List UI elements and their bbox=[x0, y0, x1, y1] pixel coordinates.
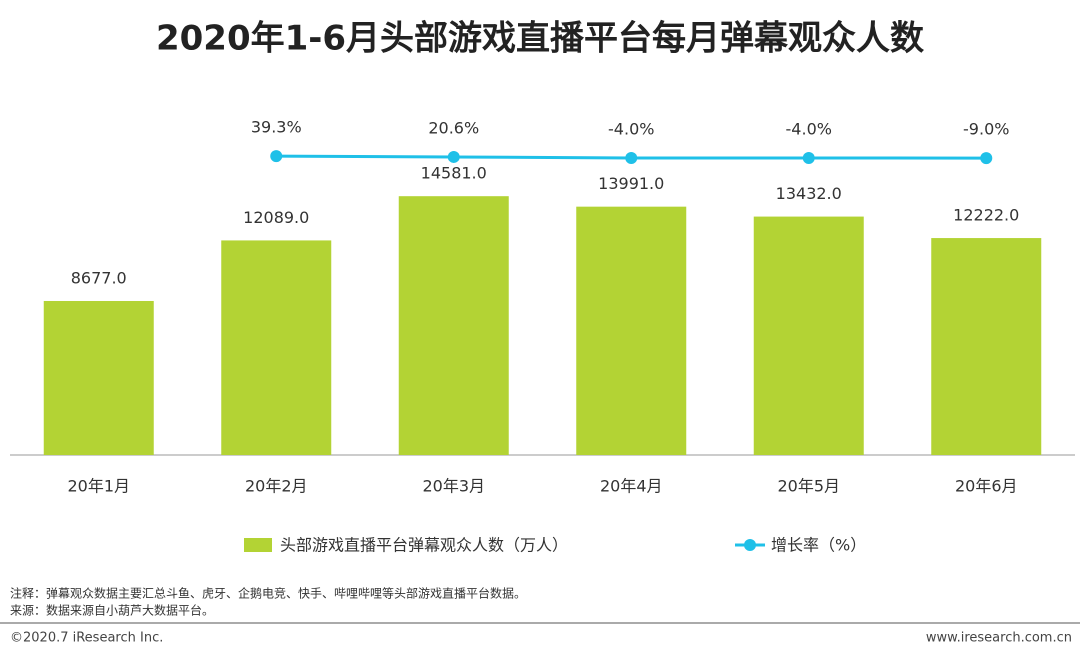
line-point bbox=[625, 151, 638, 164]
x-tick-label: 20年4月 bbox=[600, 477, 663, 496]
legend-label: 增长率（%） bbox=[771, 536, 866, 555]
x-tick-label: 20年6月 bbox=[955, 477, 1018, 496]
x-tick-label: 20年5月 bbox=[777, 477, 840, 496]
bar bbox=[576, 206, 687, 455]
x-tick-label: 20年3月 bbox=[422, 477, 485, 496]
website: www.iresearch.com.cn bbox=[926, 631, 1072, 646]
bar bbox=[221, 240, 332, 455]
bar bbox=[753, 216, 864, 455]
data-label: 13991.0 bbox=[598, 174, 664, 193]
data-label: 12222.0 bbox=[953, 206, 1019, 225]
line-point bbox=[802, 151, 815, 164]
x-tick-label: 20年2月 bbox=[245, 477, 308, 496]
source: 来源：数据来源自小葫芦大数据平台。 bbox=[10, 603, 214, 618]
note: 注释：弹幕观众数据主要汇总斗鱼、虎牙、企鹅电竞、快手、哔哩哔哩等头部游戏直播平台… bbox=[10, 586, 526, 601]
data-label: 13432.0 bbox=[776, 184, 842, 203]
data-label: 14581.0 bbox=[421, 164, 487, 183]
x-tick-label: 20年1月 bbox=[67, 477, 130, 496]
data-label: 20.6% bbox=[428, 118, 479, 137]
bar bbox=[931, 238, 1042, 455]
legend-swatch bbox=[244, 538, 272, 552]
data-label: -4.0% bbox=[608, 119, 654, 138]
copyright: ©2020.7 iResearch Inc. bbox=[10, 631, 163, 646]
data-label: 8677.0 bbox=[71, 268, 127, 287]
line-point bbox=[447, 150, 460, 163]
line-point bbox=[980, 152, 993, 165]
chart-title: 2020年1-6月头部游戏直播平台每月弹幕观众人数 bbox=[156, 19, 924, 59]
legend-swatch bbox=[744, 539, 756, 551]
data-label: 39.3% bbox=[251, 118, 302, 137]
legend-label: 头部游戏直播平台弹幕观众人数（万人） bbox=[280, 536, 568, 555]
bar bbox=[43, 300, 154, 455]
data-label: -9.0% bbox=[963, 120, 1009, 139]
line-point bbox=[270, 150, 283, 163]
data-label: -4.0% bbox=[786, 119, 832, 138]
bar bbox=[398, 196, 509, 455]
data-label: 12089.0 bbox=[243, 208, 309, 227]
